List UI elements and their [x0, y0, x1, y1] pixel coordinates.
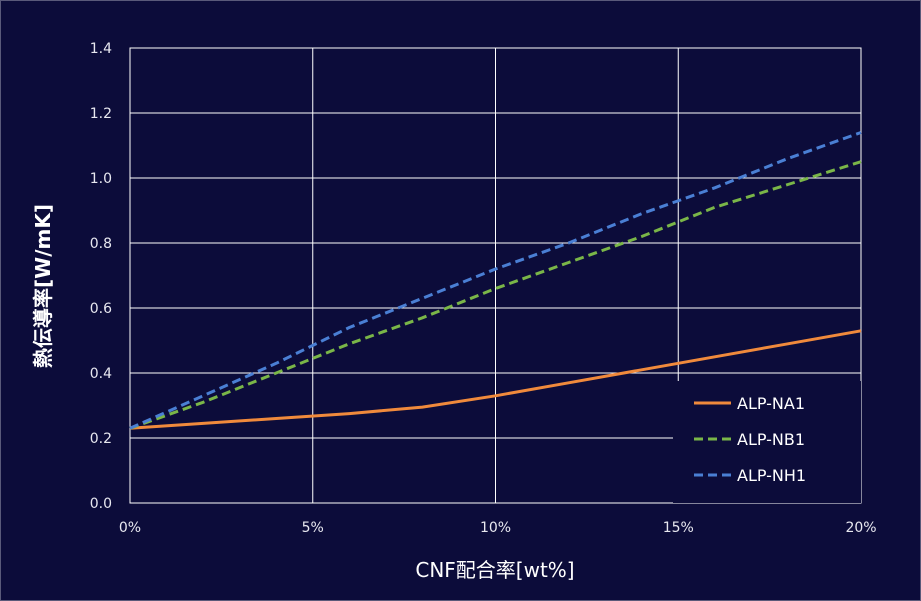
y-tick-label: 0.0: [90, 496, 112, 512]
y-tick-label: 1.0: [90, 171, 112, 187]
x-axis-title: CNF配合率[wt%]: [415, 558, 574, 582]
y-tick-label: 0.2: [90, 431, 112, 447]
legend-box: [673, 381, 861, 503]
y-tick-label: 1.4: [90, 41, 112, 57]
series-line-alp-nb1: [129, 160, 862, 430]
legend: ALP-NA1 ALP-NB1 ALP-NH1: [673, 381, 861, 503]
x-axis-ticks: 0% 5% 10% 15% 20%: [119, 520, 877, 536]
x-tick-label: 0%: [119, 520, 141, 536]
y-tick-label: 1.2: [90, 106, 112, 122]
x-tick-label: 5%: [302, 520, 324, 536]
series-lines: [129, 131, 862, 430]
x-tick-label: 15%: [663, 520, 694, 536]
y-tick-label: 0.8: [90, 236, 112, 252]
y-tick-label: 0.4: [90, 366, 112, 382]
legend-label: ALP-NH1: [737, 466, 806, 485]
x-tick-label: 10%: [480, 520, 511, 536]
series-line-alp-nh1: [129, 131, 862, 430]
y-tick-label: 0.6: [90, 301, 112, 317]
legend-label: ALP-NB1: [737, 430, 805, 449]
y-axis-title: 熱伝導率[W/mK]: [31, 204, 55, 368]
plot-frame: [129, 47, 862, 504]
legend-label: ALP-NA1: [737, 394, 805, 413]
series-line-alp-na1: [129, 329, 862, 430]
x-tick-label: 20%: [845, 520, 876, 536]
y-axis-ticks: 0.0 0.2 0.4 0.6 0.8 1.0 1.2 1.4: [90, 41, 112, 512]
